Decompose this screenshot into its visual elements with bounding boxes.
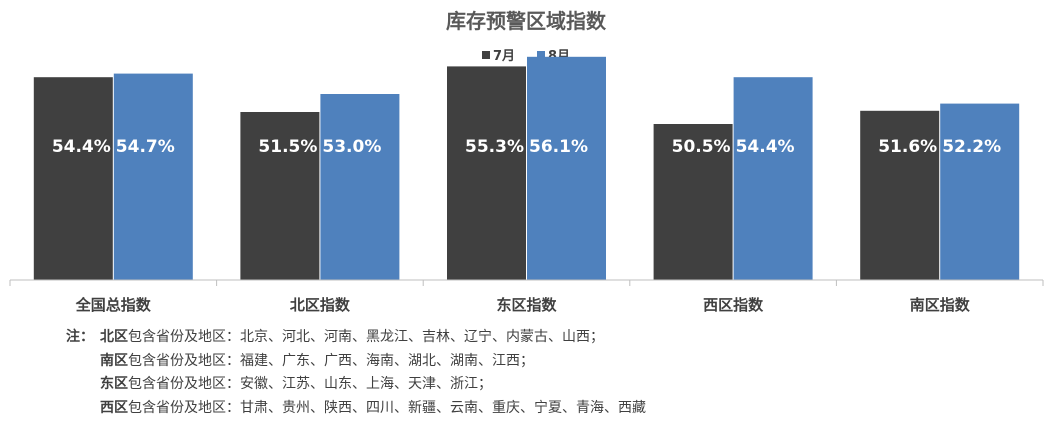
data-label-1-4: 50.5%	[672, 137, 731, 157]
data-label-2-2: 53.0%	[322, 137, 381, 157]
bar-1-3	[447, 66, 526, 281]
note-region: 东区	[100, 376, 128, 392]
data-label-1-3: 55.3%	[465, 137, 524, 157]
bar-2-2	[320, 94, 400, 280]
x-tick-label-1: 全国总指数	[75, 296, 152, 314]
note-region: 西区	[100, 399, 128, 416]
bar-1-1	[33, 77, 113, 280]
note-text: 包含省份及地区：甘肃、贵州、陕西、四川、新疆、云南、重庆、宁夏、青海、西藏	[128, 399, 646, 416]
legend-swatch-2	[537, 51, 545, 59]
data-label-1-2: 51.5%	[258, 137, 317, 157]
x-tick-label-5: 南区指数	[910, 296, 971, 314]
chart-title: 库存预警区域指数	[446, 9, 607, 33]
x-axis: 全国总指数 北区指数 东区指数 西区指数 南区指数	[9, 279, 1044, 314]
legend-label-1: 7月	[493, 49, 515, 64]
note-line-south: 南区包含省份及地区：福建、广东、广西、海南、湖北、湖南、江西；	[66, 350, 1026, 374]
bar-2-1	[113, 73, 193, 280]
data-label-1-1: 54.4%	[52, 137, 111, 157]
note-text: 包含省份及地区：北京、河北、河南、黑龙江、吉林、辽宁、内蒙古、山西；	[128, 329, 604, 345]
note-text: 包含省份及地区：福建、广东、广西、海南、湖北、湖南、江西；	[128, 352, 534, 369]
notes-block: 注： 北区包含省份及地区：北京、河北、河南、黑龙江、吉林、辽宁、内蒙古、山西； 南…	[66, 326, 1026, 420]
note-line-north: 注： 北区包含省份及地区：北京、河北、河南、黑龙江、吉林、辽宁、内蒙古、山西；	[66, 326, 1026, 350]
data-label-2-3: 56.1%	[529, 137, 588, 157]
note-line-east: 东区包含省份及地区：安徽、江苏、山东、上海、天津、浙江；	[66, 373, 1026, 397]
bar-chart: 库存预警区域指数 7月 8月 54.4% 54.7% 51.5% 53.0% 55.3% 5…	[9, 9, 1044, 314]
bar-1-5	[860, 110, 940, 280]
bar-1-2	[240, 112, 320, 280]
bars-group	[33, 56, 1020, 281]
note-line-west: 西区包含省份及地区：甘肃、贵州、陕西、四川、新疆、云南、重庆、宁夏、青海、西藏	[66, 397, 1026, 421]
note-region: 北区	[100, 329, 128, 345]
bar-2-4	[733, 77, 813, 280]
data-label-2-1: 54.7%	[116, 137, 175, 157]
x-tick-label-2: 北区指数	[290, 296, 351, 314]
data-label-2-5: 52.2%	[942, 137, 1001, 157]
note-region: 南区	[100, 352, 128, 369]
note-text: 包含省份及地区：安徽、江苏、山东、上海、天津、浙江；	[128, 376, 492, 392]
x-tick-label-3: 东区指数	[496, 296, 557, 314]
legend-swatch-1	[482, 51, 490, 59]
data-label-2-4: 54.4%	[736, 137, 795, 157]
x-tick-label-4: 西区指数	[703, 296, 764, 314]
bar-2-5	[940, 103, 1020, 280]
data-labels-group: 54.4% 54.7% 51.5% 53.0% 55.3% 56.1% 50.5% 54.4%…	[52, 137, 1001, 157]
data-label-1-5: 51.6%	[878, 137, 937, 157]
bar-1-4	[653, 124, 733, 280]
note-prefix: 注：	[66, 329, 94, 345]
bar-2-3	[527, 56, 606, 280]
